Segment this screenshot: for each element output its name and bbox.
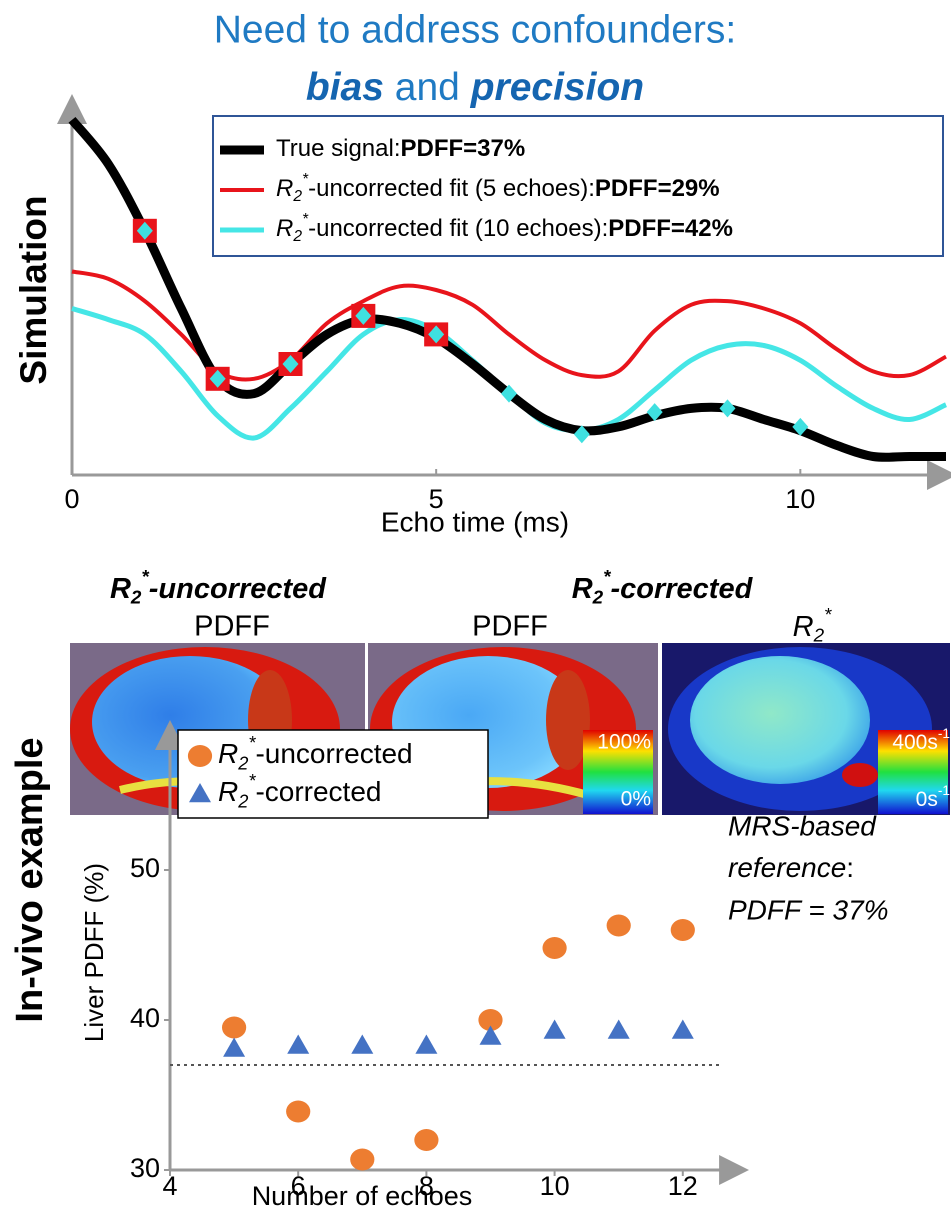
- y-tick-label: 40: [130, 1003, 160, 1033]
- data-point: [286, 1101, 310, 1123]
- page: {"title": {"line1": "Need to address con…: [0, 0, 951, 1214]
- text-part: R: [110, 573, 131, 605]
- text-part: -uncorrected fit (5 echoes):: [308, 175, 595, 202]
- x-tick-label: 4: [162, 1171, 177, 1201]
- figure: Need to address confounders: bias and pr…: [0, 0, 951, 1214]
- data-point: [608, 1020, 630, 1039]
- reference-note: reference:: [728, 852, 854, 883]
- image-label: PDFF: [472, 611, 548, 643]
- y-axis-label: Liver PDFF (%): [79, 863, 109, 1042]
- title-line: bias and precision: [306, 66, 644, 109]
- text-part: -uncorrected fit (10 echoes):: [308, 215, 608, 242]
- text-part: 2: [292, 188, 302, 205]
- text-part: :: [846, 852, 854, 883]
- x-axis-label: Number of echoes: [252, 1181, 473, 1211]
- data-point: [350, 1149, 374, 1171]
- colorbar-label: 100%: [597, 731, 651, 754]
- x-tick-label: 10: [540, 1171, 570, 1201]
- text-part: 2: [237, 791, 248, 811]
- image-label: R2*: [793, 604, 832, 646]
- x-axis-label: Echo time (ms): [381, 506, 569, 537]
- text-part: R: [218, 776, 238, 807]
- text-part: R: [276, 215, 293, 242]
- y-tick-label: 30: [130, 1153, 160, 1183]
- data-point: [544, 1020, 566, 1039]
- colorbar-label: 0%: [621, 788, 651, 811]
- image-heading: R2*-uncorrected: [110, 566, 327, 608]
- legend-label: R2*-uncorrected fit (5 echoes):PDFF=29%: [276, 171, 720, 205]
- image-heading: R2*-corrected: [572, 566, 754, 608]
- data-point: [543, 937, 567, 959]
- text-part: True signal:: [276, 135, 401, 162]
- x-tick-label: 10: [785, 484, 815, 514]
- legend-label: True signal:PDFF=37%: [276, 135, 525, 162]
- data-point: [223, 1038, 245, 1057]
- data-point: [351, 1035, 373, 1054]
- x-tick-label: 0: [64, 484, 79, 514]
- side-label: In-vivo example: [9, 737, 51, 1022]
- echo-sample-diamond: [720, 399, 736, 417]
- title-word: and: [395, 66, 460, 109]
- title-emphasis: bias: [306, 66, 384, 109]
- legend-value: PDFF=29%: [595, 175, 720, 202]
- text-part: reference: [728, 852, 846, 883]
- title-line: Need to address confounders:: [214, 8, 737, 51]
- text-part: 400s: [892, 731, 938, 754]
- legend-value: PDFF=37%: [401, 135, 526, 162]
- data-point: [222, 1017, 246, 1039]
- text-part: -corrected: [610, 573, 753, 605]
- text-part: 0s: [916, 788, 938, 811]
- text-part: R: [572, 573, 593, 605]
- text-part: 2: [237, 753, 248, 773]
- legend-label: R2*-uncorrected fit (10 echoes):PDFF=42%: [276, 211, 733, 245]
- side-label: Simulation: [13, 195, 54, 384]
- signal-curve: [72, 309, 946, 439]
- text-part: 2: [292, 228, 302, 245]
- text-part: -1: [938, 726, 950, 741]
- y-tick-label: 50: [130, 853, 160, 883]
- data-point: [672, 1020, 694, 1039]
- data-point: [415, 1035, 437, 1054]
- title-emphasis: precision: [470, 66, 644, 109]
- x-tick-label: 12: [668, 1171, 698, 1201]
- text-part: *: [824, 604, 832, 625]
- text-part: -uncorrected: [255, 738, 412, 769]
- data-point: [414, 1129, 438, 1151]
- text-part: -corrected: [255, 776, 381, 807]
- text-part: 2: [130, 587, 142, 608]
- text-part: -1: [938, 783, 950, 798]
- data-point: [671, 919, 695, 941]
- text-part: R: [276, 175, 293, 202]
- text-part: 2: [813, 625, 825, 646]
- data-point: [287, 1035, 309, 1054]
- data-point: [188, 745, 212, 767]
- data-point: [607, 915, 631, 937]
- text-part: 2: [592, 587, 604, 608]
- reference-note: MRS-based: [728, 810, 877, 841]
- text-part: R: [218, 738, 238, 769]
- image-label: PDFF: [194, 611, 270, 643]
- text-part: -uncorrected: [149, 573, 328, 605]
- text-part: R: [793, 611, 814, 643]
- legend-value: PDFF=42%: [608, 215, 733, 242]
- reference-note: PDFF = 37%: [728, 894, 889, 925]
